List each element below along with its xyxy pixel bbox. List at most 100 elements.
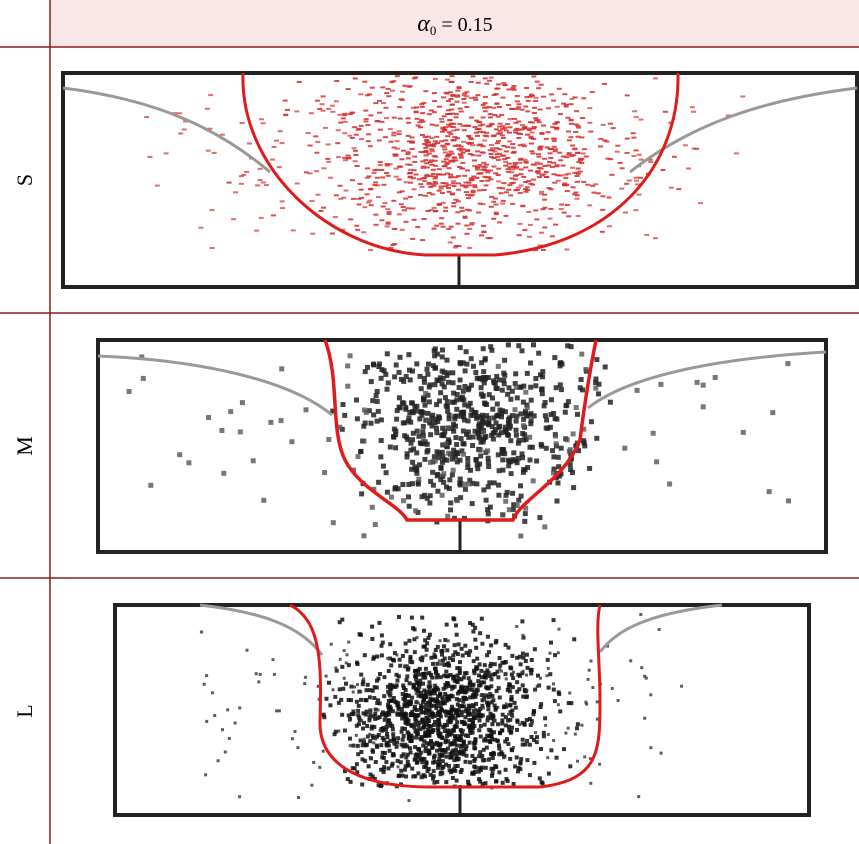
texture-dot <box>397 133 402 135</box>
texture-dot <box>485 171 490 173</box>
texture-dot <box>453 454 458 459</box>
texture-dot <box>467 228 472 230</box>
texture-dot <box>397 774 401 778</box>
texture-dot <box>359 138 364 140</box>
texture-dot <box>464 233 469 235</box>
texture-dot <box>366 683 370 687</box>
texture-dot <box>433 760 437 764</box>
texture-dot <box>407 368 412 373</box>
texture-dot <box>375 177 380 179</box>
texture-dot <box>359 690 362 693</box>
texture-dot <box>349 744 352 747</box>
texture-dot <box>382 694 386 698</box>
texture-dot <box>221 471 226 476</box>
texture-dot <box>497 148 502 150</box>
texture-dot <box>448 174 453 176</box>
texture-dot <box>396 736 400 740</box>
texture-dot <box>518 192 523 194</box>
texture-dot <box>516 498 521 503</box>
texture-dot <box>380 219 385 221</box>
texture-dot <box>446 184 451 186</box>
texture-dot <box>482 748 486 752</box>
texture-dot <box>661 169 666 171</box>
texture-dot <box>335 142 340 144</box>
texture-dot <box>388 163 393 165</box>
texture-dot <box>442 457 447 462</box>
texture-dot <box>596 700 599 703</box>
texture-dot <box>544 446 549 451</box>
texture-dot <box>386 88 391 90</box>
texture-dot <box>480 694 483 697</box>
texture-dot <box>425 761 429 765</box>
texture-dot <box>406 664 409 667</box>
texture-dot <box>653 77 658 79</box>
texture-dot <box>433 458 438 463</box>
texture-dot <box>408 799 411 802</box>
texture-dot <box>433 754 437 758</box>
texture-dot <box>433 655 437 659</box>
texture-dot <box>441 202 446 204</box>
texture-dot <box>501 713 505 717</box>
texture-dot <box>509 471 514 476</box>
texture-dot <box>482 380 487 385</box>
texture-dot <box>460 210 465 212</box>
texture-dot <box>454 450 459 455</box>
texture-dot <box>510 695 514 699</box>
texture-dot <box>497 752 501 756</box>
texture-dot <box>442 687 446 691</box>
texture-dot <box>496 174 501 176</box>
texture-dot <box>393 432 398 437</box>
texture-dot <box>509 182 514 184</box>
texture-dot <box>500 203 505 205</box>
texture-dot <box>471 190 476 192</box>
texture-dot <box>446 719 450 723</box>
figure: α0 = 0.15 S M L <box>0 0 859 844</box>
texture-dot <box>609 174 614 176</box>
texture-dot <box>359 750 363 754</box>
texture-dot <box>397 106 402 108</box>
texture-dot <box>506 719 510 723</box>
texture-dot <box>607 225 612 227</box>
texture-dot <box>448 151 453 153</box>
texture-dot <box>456 692 460 696</box>
texture-dot <box>268 420 273 425</box>
texture-dot <box>472 165 477 167</box>
texture-dot <box>345 363 350 368</box>
texture-dot <box>575 194 580 196</box>
texture-dot <box>365 688 369 692</box>
texture-dot <box>400 91 405 93</box>
texture-dot <box>525 371 530 376</box>
texture-dot <box>365 167 370 169</box>
texture-dot <box>509 108 514 110</box>
texture-dot <box>303 682 306 685</box>
texture-dot <box>533 164 538 166</box>
texture-dot <box>513 765 517 769</box>
texture-dot <box>379 438 384 443</box>
red-curve <box>243 73 678 255</box>
texture-dot <box>219 428 224 433</box>
texture-dot <box>407 140 412 142</box>
texture-dot <box>412 188 417 190</box>
texture-dot <box>571 186 576 188</box>
texture-dot <box>515 460 520 465</box>
texture-dot <box>570 167 575 169</box>
texture-dot <box>676 188 681 190</box>
texture-dot <box>421 437 426 442</box>
texture-dot <box>569 155 574 157</box>
texture-dot <box>460 395 465 400</box>
texture-dot <box>421 726 425 730</box>
texture-dot <box>491 218 496 220</box>
texture-dot <box>546 756 549 759</box>
texture-dot <box>416 636 419 639</box>
texture-dot <box>397 130 402 132</box>
texture-dot <box>627 180 632 182</box>
texture-dot <box>525 689 528 692</box>
texture-dot <box>238 795 241 798</box>
texture-dot <box>515 503 520 508</box>
texture-dot <box>456 182 461 184</box>
texture-dot <box>542 227 547 229</box>
texture-dot <box>566 173 571 175</box>
texture-dot <box>413 409 418 414</box>
texture-dot <box>498 656 502 660</box>
texture-dot <box>336 129 341 131</box>
